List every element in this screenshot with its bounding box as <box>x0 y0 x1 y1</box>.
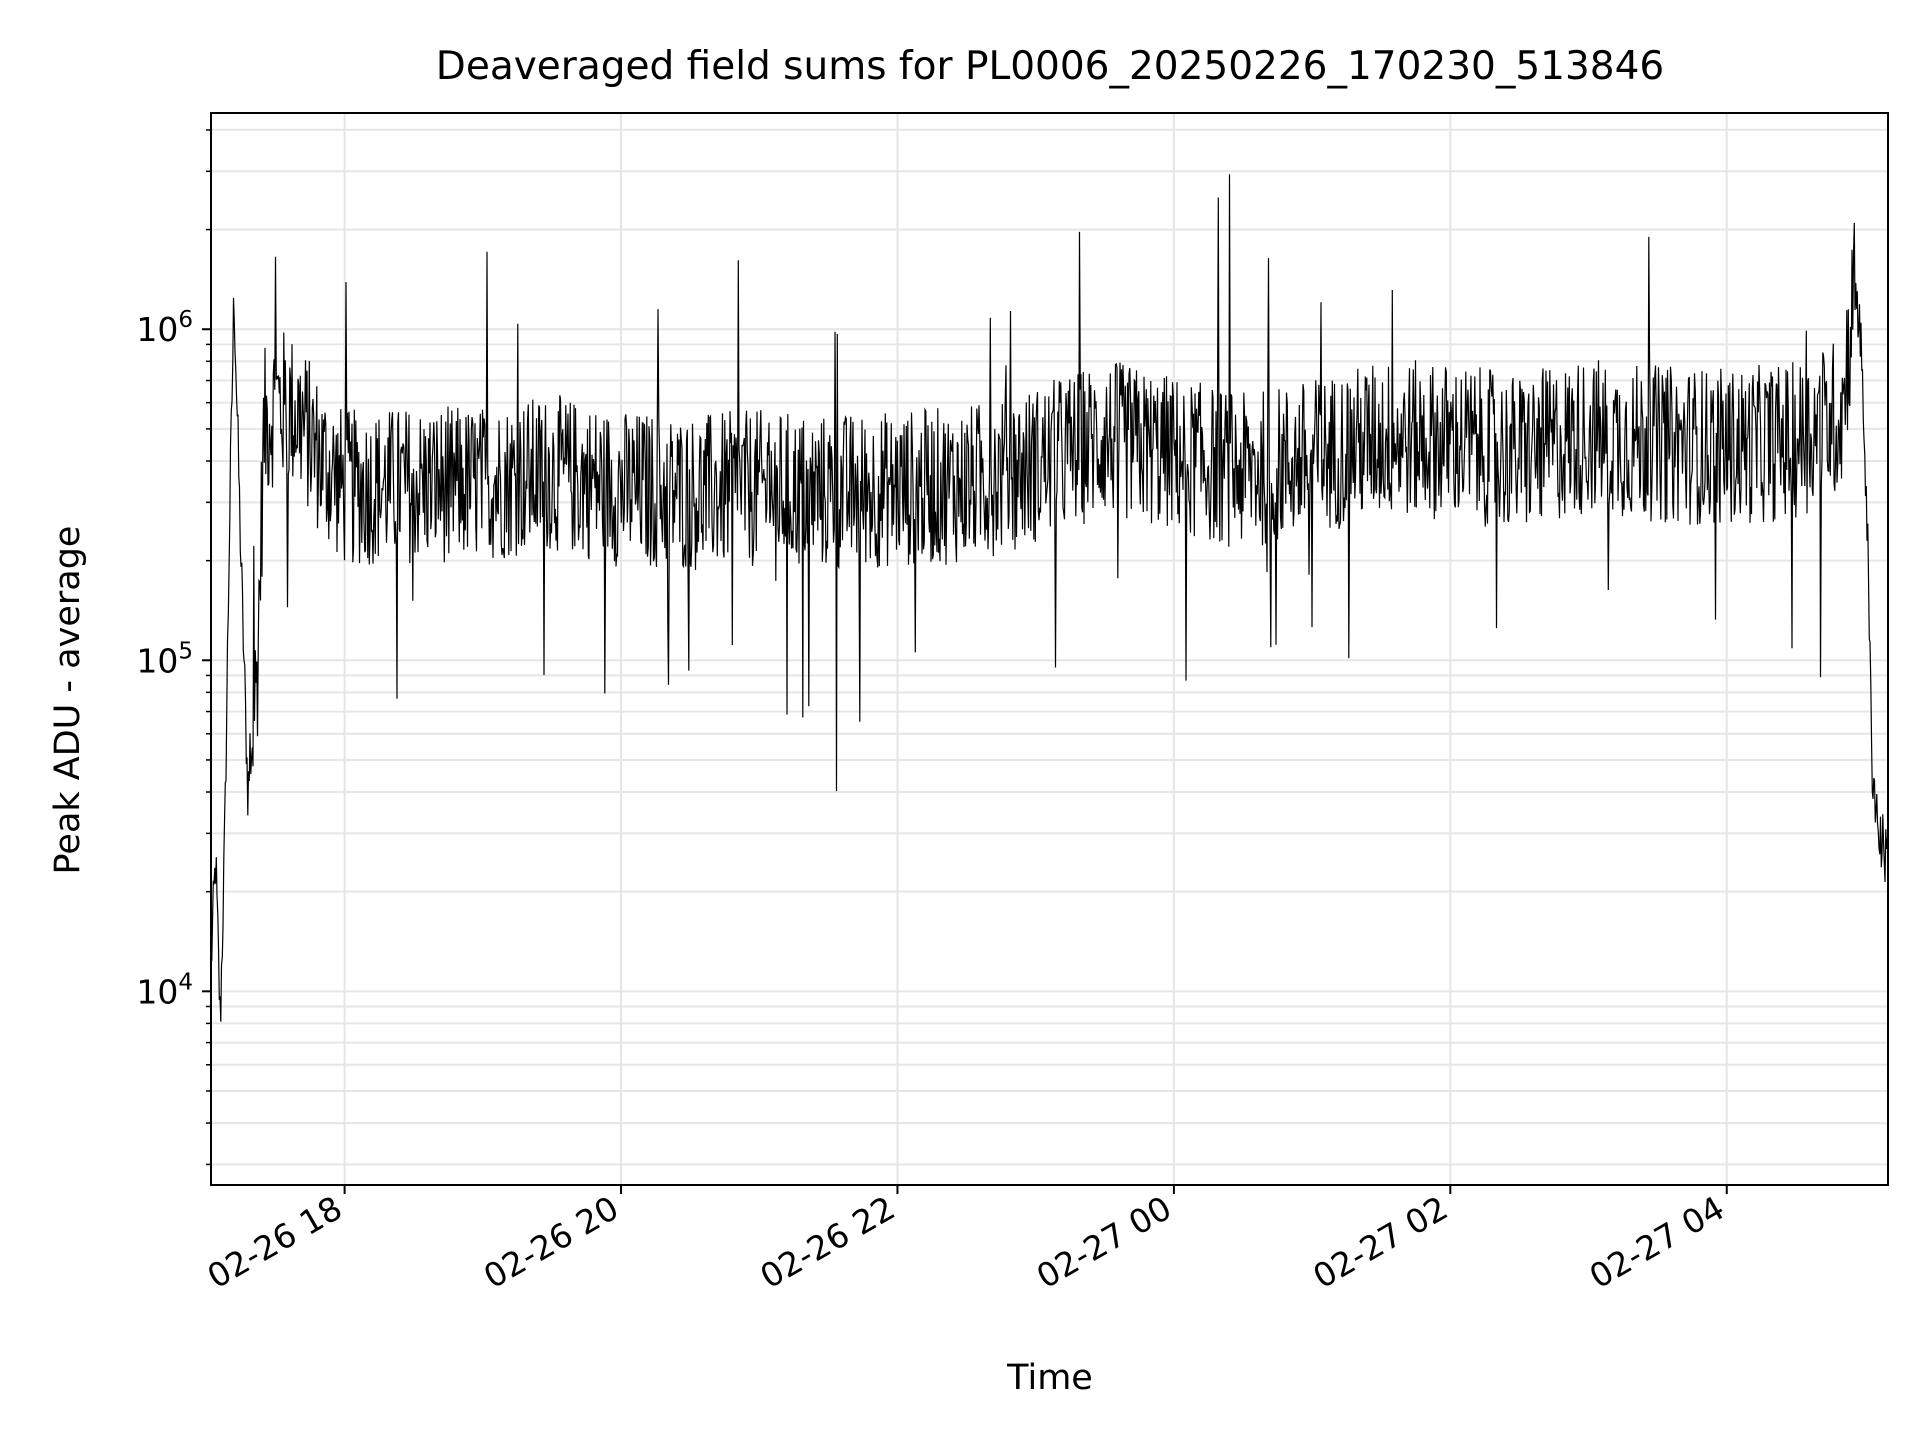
y-tick-label: 106 <box>136 307 193 349</box>
x-axis-label: Time <box>1007 1358 1093 1398</box>
x-tick-label: 02-26 22 <box>753 1188 901 1296</box>
chart-title: Deaveraged field sums for PL0006_2025022… <box>435 44 1665 89</box>
x-tick-label: 02-27 00 <box>1030 1188 1178 1296</box>
line-layer <box>210 174 1889 1022</box>
x-tick-label: 02-27 04 <box>1583 1188 1731 1296</box>
series-line <box>210 174 1889 1022</box>
tick-layer: 104 105 106 02-26 18 02-26 20 02-26 22 02-27 0… <box>136 129 1731 1296</box>
y-tick-label: 105 <box>136 638 193 680</box>
grid-layer <box>211 113 1888 1185</box>
x-tick-label: 02-26 18 <box>201 1188 349 1296</box>
x-tick-label: 02-26 20 <box>477 1188 625 1296</box>
y-tick-label: 104 <box>136 969 193 1011</box>
plot-area-frame <box>210 112 1889 1186</box>
x-tick-label: 02-27 02 <box>1306 1188 1454 1296</box>
